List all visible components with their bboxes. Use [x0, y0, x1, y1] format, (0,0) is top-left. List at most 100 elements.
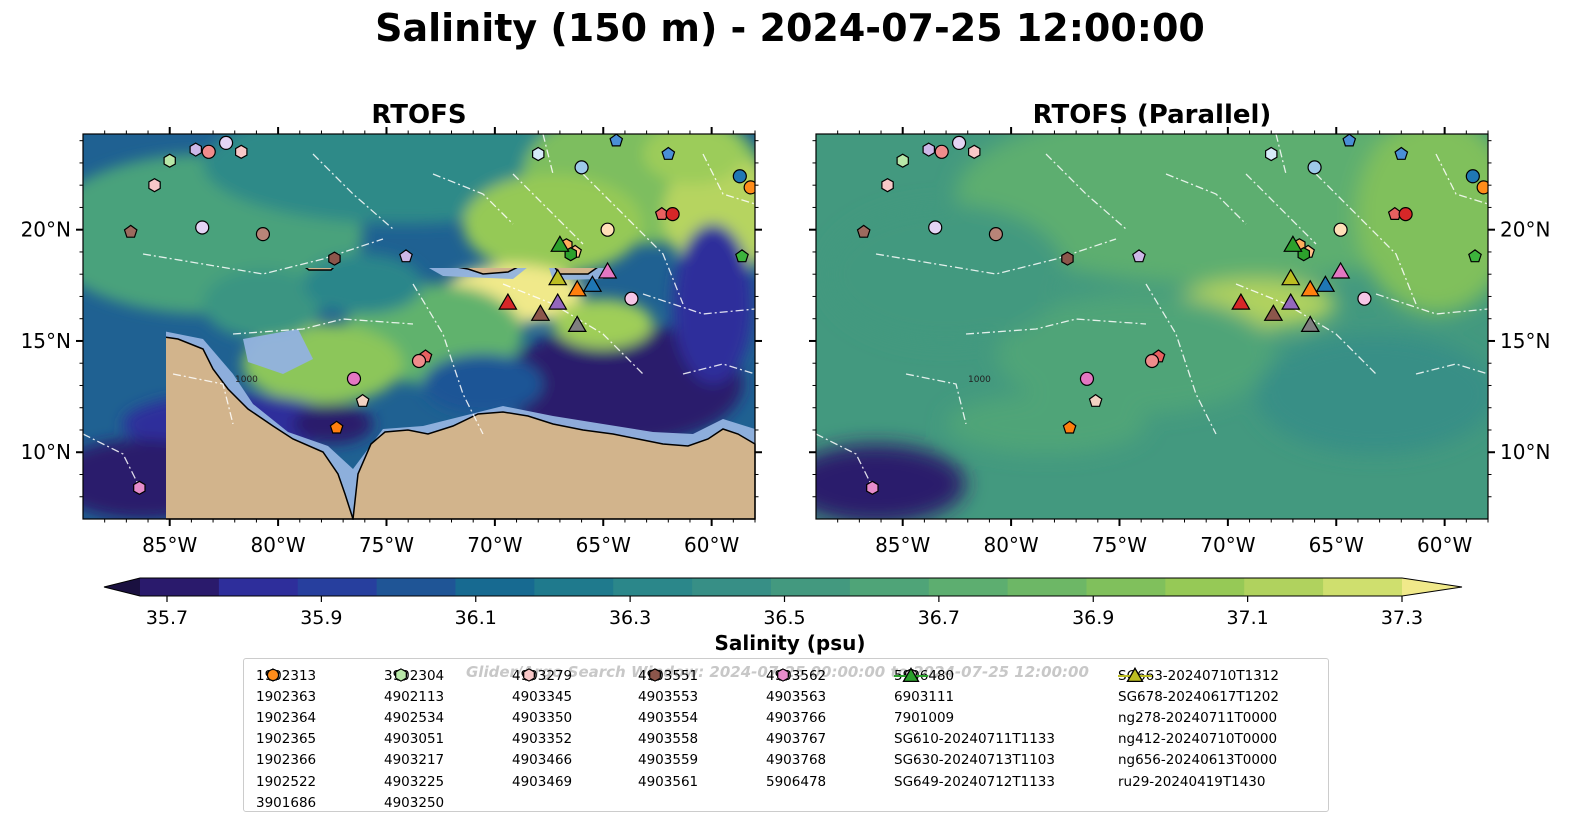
lon-tick-label: 75°W	[1092, 533, 1147, 557]
colorbar-tick-label: 37.3	[1381, 607, 1423, 629]
eez-boundary-line	[965, 318, 1147, 335]
argo-float-marker	[624, 291, 639, 306]
glider-marker	[1315, 275, 1336, 292]
hexagon-marker-icon	[395, 668, 407, 682]
lat-tick-label: 15°N	[21, 329, 71, 353]
colorbar-tick-label: 35.7	[146, 607, 188, 629]
eez-boundary-line	[1045, 153, 1127, 230]
argo-float-marker	[1144, 353, 1160, 369]
argo-float-marker	[1062, 420, 1077, 434]
legend-item: 1902364	[256, 668, 316, 728]
argo-float-marker	[866, 480, 879, 495]
lat-tick-label: 20°N	[21, 218, 71, 242]
hexagon-marker-icon	[649, 668, 661, 682]
argo-float-marker	[329, 420, 344, 434]
panel-title-rtofs-parallel: RTOFS (Parallel)	[1032, 100, 1272, 130]
argo-float-marker	[328, 251, 341, 266]
eez-boundary-line	[905, 373, 967, 425]
eez-boundary-line	[1315, 173, 1417, 305]
hexagon-marker-icon	[523, 668, 535, 682]
argo-float-marker	[399, 249, 413, 263]
glider-marker	[1263, 304, 1284, 321]
legend-column: 4903551 4903553 4903554 4903558 4903559 49035…	[638, 665, 698, 792]
eez-boundary-line	[1435, 153, 1489, 205]
argo-float-marker	[1307, 160, 1322, 175]
argo-float-marker	[1468, 249, 1482, 263]
lon-tick-label: 60°W	[1417, 533, 1472, 557]
argo-float-marker	[1132, 249, 1146, 263]
legend-item: 7901009	[894, 668, 1055, 728]
legend-column: 4903562 4903563 4903766 4903767 4903768 59064…	[766, 665, 826, 792]
eez-boundary-line	[1275, 133, 1287, 175]
colorbar-segment	[534, 578, 614, 596]
legend-item-label: ng278-20240711T0000	[1118, 709, 1278, 726]
colorbar-segment	[297, 578, 378, 596]
legend-item: 1902522	[256, 668, 316, 792]
eez-boundary-line	[1245, 173, 1317, 245]
contour-label-right: 1000	[968, 375, 991, 385]
argo-float-marker	[1342, 134, 1357, 147]
colorbar-segment	[140, 578, 220, 596]
legend-column: 5906480 6903111 7901009 SG610-20240711T1133…	[894, 665, 1055, 792]
colorbar-tick-label: 36.7	[918, 607, 960, 629]
legend-item: ng278-20240711T0000	[1118, 667, 1279, 728]
colorbar-segment	[613, 578, 693, 596]
argo-float-marker	[235, 144, 248, 159]
figure-title: Salinity (150 m) - 2024-07-25 12:00:00	[375, 6, 1205, 50]
legend-item-label: 4903563	[766, 688, 827, 705]
legend-item-label: SG630-20240713T1103	[894, 752, 1055, 769]
argo-float-marker	[189, 142, 202, 157]
lon-tick-label: 65°W	[576, 533, 631, 557]
circle-marker-icon	[267, 669, 279, 681]
glider-marker	[1281, 292, 1301, 310]
legend-item-label: 4903225	[384, 773, 445, 790]
argo-float-marker	[1088, 393, 1103, 407]
legend-item: ng412-20240710T0000	[1118, 667, 1279, 750]
legend-item: 4903559	[638, 669, 698, 771]
legend-item: 4903466	[512, 669, 572, 771]
legend-item-label: 7901009	[894, 709, 955, 726]
colorbar-tick-label: 36.3	[609, 607, 651, 629]
legend-column: 1902313 1902363 1902364 1902365 1902366 19025…	[256, 665, 316, 813]
legend-item-label: 4903554	[638, 709, 699, 726]
legend-item: 4903250	[384, 668, 444, 813]
legend-item: 1902366	[256, 668, 316, 771]
glider-marker	[1283, 235, 1303, 252]
colorbar-segment	[1323, 578, 1403, 596]
glider-marker	[1300, 315, 1320, 332]
legend-item-label: 1902363	[256, 688, 317, 705]
colorbar-segment	[692, 578, 772, 596]
lat-tick-label: 15°N	[1500, 329, 1550, 353]
legend-item-label: 4903767	[766, 731, 827, 748]
eez-boundary-line	[172, 373, 234, 425]
eez-boundary-line	[142, 238, 384, 275]
legend-item-label: SG663-20240710T1312	[1118, 667, 1279, 684]
argo-float-marker	[609, 134, 624, 147]
hexagon-marker-icon	[777, 668, 789, 682]
colorbar-segment	[1244, 578, 1324, 596]
legend-item: 1902365	[256, 669, 316, 750]
argo-float-marker	[934, 144, 949, 159]
argo-float-marker	[665, 207, 680, 222]
argo-float-marker	[133, 480, 146, 495]
eez-boundary-line	[82, 433, 144, 495]
argo-float-marker	[195, 220, 210, 235]
legend-item-label: ng656-20240613T0000	[1118, 752, 1278, 769]
legend-item: SG649-20240712T1133	[894, 667, 1055, 792]
eez-boundary-line	[232, 318, 414, 335]
colorbar-segment	[928, 578, 1009, 596]
glider-marker	[550, 235, 570, 252]
lon-tick-label: 65°W	[1309, 533, 1364, 557]
argo-float-marker	[148, 178, 161, 193]
legend-item: 4903225	[384, 669, 445, 792]
legend-item: 4902113	[384, 668, 445, 707]
argo-float-marker	[743, 180, 755, 195]
argo-float-marker	[123, 224, 138, 238]
argo-float-marker	[1398, 207, 1413, 222]
triangle-marker-icon	[894, 667, 928, 682]
legend: Glider/Argo Search Window: 2024-07-25 00…	[243, 658, 1329, 812]
argo-float-marker	[600, 222, 615, 237]
legend-item-label: 4903469	[512, 773, 573, 790]
legend-item-label: 4902113	[384, 688, 445, 705]
